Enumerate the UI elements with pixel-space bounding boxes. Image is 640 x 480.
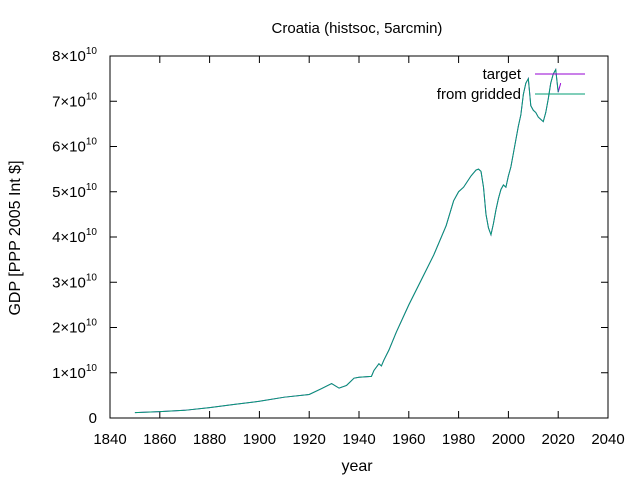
x-tick-label: 2040 <box>591 431 624 448</box>
y-tick-label: 0 <box>89 410 97 427</box>
y-tick-exponent: 10 <box>86 272 98 283</box>
x-tick-label: 2000 <box>492 431 525 448</box>
y-tick-mantissa: 5×10 <box>52 184 86 201</box>
legend: target from gridded <box>437 66 585 103</box>
y-axis: 01×10102×10103×10104×10105×10106×10107×1… <box>52 46 608 427</box>
x-axis: 1840 1860 1880 1900 1920 1940 1960 1980 2000 2020… <box>93 56 625 448</box>
y-tick-mantissa: 2×10 <box>52 320 86 337</box>
y-tick-label: 4×1010 <box>52 227 97 246</box>
y-tick-mantissa: 1×10 <box>52 365 86 382</box>
y-tick-exponent: 10 <box>86 91 98 102</box>
y-tick-mantissa: 6×10 <box>52 139 86 156</box>
y-tick-mantissa: 4×10 <box>52 229 86 246</box>
y-tick-mantissa: 0 <box>89 410 97 427</box>
x-tick-label: 1960 <box>392 431 425 448</box>
y-tick-label: 2×1010 <box>52 318 97 337</box>
y-tick-mantissa: 3×10 <box>52 274 86 291</box>
y-tick-exponent: 10 <box>86 363 98 374</box>
chart-title: Croatia (histsoc, 5arcmin) <box>272 20 443 37</box>
x-tick-label: 1840 <box>93 431 126 448</box>
series-layer <box>134 67 562 414</box>
legend-label-1: from gridded <box>437 86 521 103</box>
y-tick-mantissa: 7×10 <box>52 93 86 110</box>
x-tick-label: 1920 <box>293 431 326 448</box>
y-tick-exponent: 10 <box>86 46 98 57</box>
series-line-0 <box>134 67 562 414</box>
y-axis-label: GDP [PPP 2005 Int $] <box>7 160 24 315</box>
x-tick-label: 1980 <box>442 431 475 448</box>
x-axis-label: year <box>341 458 373 475</box>
y-tick-exponent: 10 <box>86 318 98 329</box>
y-tick-exponent: 10 <box>86 137 98 148</box>
x-tick-label: 2020 <box>542 431 575 448</box>
y-tick-label: 7×1010 <box>52 91 97 110</box>
y-tick-label: 6×1010 <box>52 137 97 156</box>
series-line-1 <box>134 67 559 414</box>
y-tick-exponent: 10 <box>86 227 98 238</box>
y-tick-label: 8×1010 <box>52 46 97 65</box>
x-tick-label: 1860 <box>143 431 176 448</box>
y-tick-mantissa: 8×10 <box>52 48 86 65</box>
x-tick-label: 1900 <box>243 431 276 448</box>
legend-label-0: target <box>483 66 522 83</box>
y-tick-exponent: 10 <box>86 182 98 193</box>
x-tick-label: 1940 <box>342 431 375 448</box>
y-tick-label: 5×1010 <box>52 182 97 201</box>
x-tick-label: 1880 <box>193 431 226 448</box>
y-tick-label: 3×1010 <box>52 272 97 291</box>
y-tick-label: 1×1010 <box>52 363 97 382</box>
